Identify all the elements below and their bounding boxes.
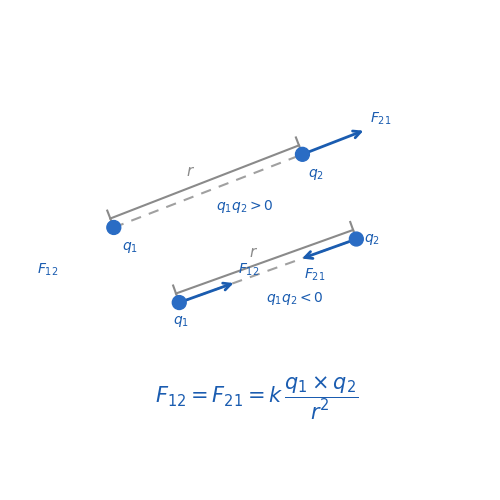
Text: r: r xyxy=(250,244,256,260)
Circle shape xyxy=(350,232,364,246)
Text: $F_{21}$: $F_{21}$ xyxy=(304,267,326,283)
Text: $q_1$: $q_1$ xyxy=(173,314,189,329)
Text: $q_1q_2>0$: $q_1q_2>0$ xyxy=(216,198,274,215)
Text: $F_{12}$: $F_{12}$ xyxy=(38,262,59,278)
Text: $q_1q_2<0$: $q_1q_2<0$ xyxy=(266,290,324,307)
Text: $F_{21}$: $F_{21}$ xyxy=(370,110,392,127)
Text: $q_2$: $q_2$ xyxy=(364,232,380,248)
Circle shape xyxy=(296,148,310,162)
Text: $F_{12} = F_{21} = k\,\dfrac{q_1 \times q_2}{r^2}$: $F_{12} = F_{21} = k\,\dfrac{q_1 \times … xyxy=(154,375,358,422)
Circle shape xyxy=(172,296,186,310)
Text: $q_2$: $q_2$ xyxy=(308,166,324,182)
Text: $q_1$: $q_1$ xyxy=(122,240,138,255)
Circle shape xyxy=(107,220,120,234)
Text: $F_{12}$: $F_{12}$ xyxy=(238,262,260,278)
Text: r: r xyxy=(186,164,192,178)
